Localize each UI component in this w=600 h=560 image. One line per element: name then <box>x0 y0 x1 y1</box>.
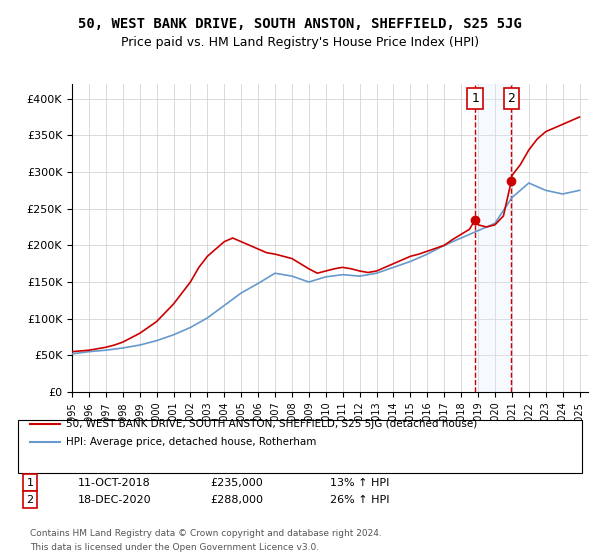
Text: 1: 1 <box>26 478 34 488</box>
Text: 1: 1 <box>471 92 479 105</box>
Text: £235,000: £235,000 <box>210 478 263 488</box>
Text: 26% ↑ HPI: 26% ↑ HPI <box>330 494 389 505</box>
Text: 11-OCT-2018: 11-OCT-2018 <box>78 478 151 488</box>
Text: £288,000: £288,000 <box>210 494 263 505</box>
Text: 18-DEC-2020: 18-DEC-2020 <box>78 494 152 505</box>
Text: 2: 2 <box>508 92 515 105</box>
Bar <box>475 84 511 392</box>
Text: 50, WEST BANK DRIVE, SOUTH ANSTON, SHEFFIELD, S25 5JG: 50, WEST BANK DRIVE, SOUTH ANSTON, SHEFF… <box>78 17 522 31</box>
Text: 13% ↑ HPI: 13% ↑ HPI <box>330 478 389 488</box>
Text: Price paid vs. HM Land Registry's House Price Index (HPI): Price paid vs. HM Land Registry's House … <box>121 36 479 49</box>
Text: 50, WEST BANK DRIVE, SOUTH ANSTON, SHEFFIELD, S25 5JG (detached house): 50, WEST BANK DRIVE, SOUTH ANSTON, SHEFF… <box>66 419 477 429</box>
Text: This data is licensed under the Open Government Licence v3.0.: This data is licensed under the Open Gov… <box>30 543 319 552</box>
Text: Contains HM Land Registry data © Crown copyright and database right 2024.: Contains HM Land Registry data © Crown c… <box>30 529 382 538</box>
Text: HPI: Average price, detached house, Rotherham: HPI: Average price, detached house, Roth… <box>66 437 316 447</box>
Text: 2: 2 <box>26 494 34 505</box>
